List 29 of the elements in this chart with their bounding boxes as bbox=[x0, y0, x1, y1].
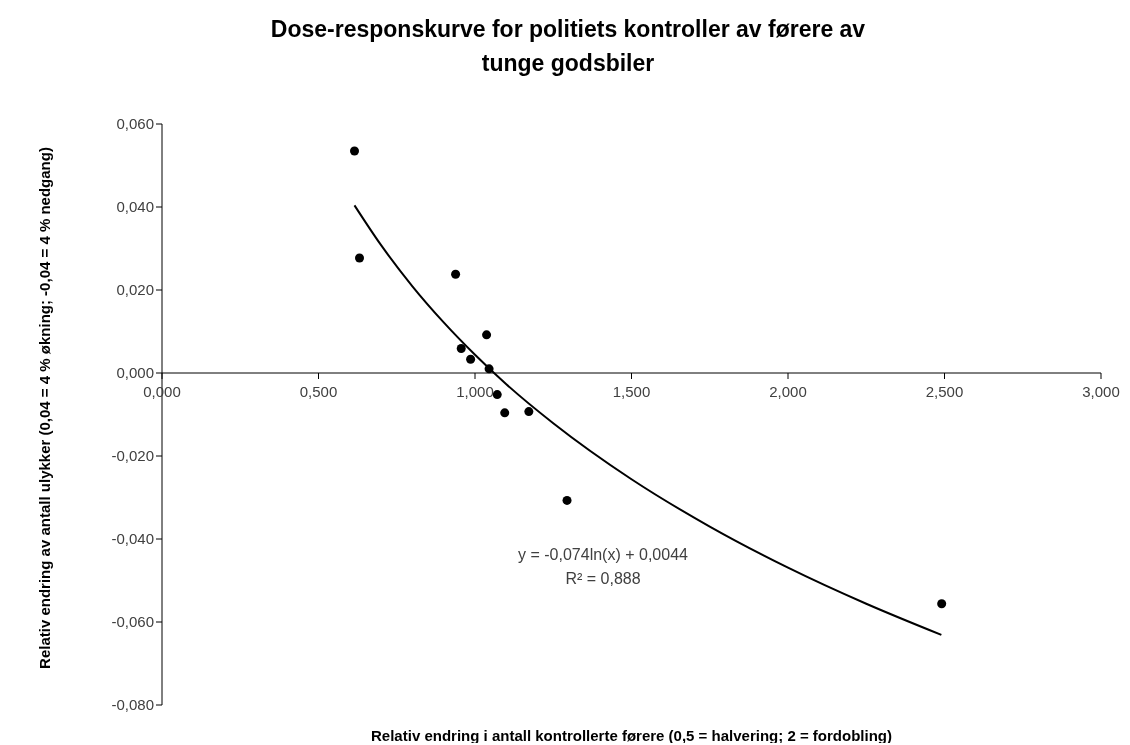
point bbox=[482, 330, 492, 340]
x-tick-label: 1,000 bbox=[456, 383, 494, 400]
x-tick-label: 2,500 bbox=[925, 383, 964, 400]
y-tick-label: 0,040 bbox=[116, 198, 154, 216]
y-tick-label: -0,040 bbox=[111, 530, 154, 548]
x-tick-label: 1,500 bbox=[612, 383, 651, 400]
chart-title: Dose-responskurve for politiets kontroller av førere av tunge godsbiler bbox=[270, 16, 866, 76]
annotation: R² = 0,888 bbox=[565, 570, 641, 587]
x-tick-label: 2,000 bbox=[769, 383, 807, 400]
point bbox=[484, 364, 494, 374]
point bbox=[524, 407, 534, 417]
y-tick-label: 0,020 bbox=[116, 281, 154, 299]
point bbox=[451, 269, 461, 279]
x-tick-label: 0,500 bbox=[299, 383, 338, 400]
y-tick-label: -0,020 bbox=[111, 447, 154, 465]
y-tick-label: -0,080 bbox=[111, 696, 154, 714]
y-tick-label: -0,060 bbox=[111, 613, 154, 631]
point bbox=[500, 408, 510, 418]
y-tick-label: 0,060 bbox=[116, 115, 154, 133]
point bbox=[466, 354, 476, 364]
point bbox=[456, 344, 466, 354]
point bbox=[349, 146, 360, 156]
point bbox=[937, 599, 947, 609]
x-tick-label: 3,000 bbox=[1082, 383, 1120, 400]
y-tick-label: 0,000 bbox=[116, 364, 154, 382]
point bbox=[354, 253, 365, 263]
annotation: y = -0,074ln(x) + 0,0044 bbox=[518, 546, 689, 563]
point bbox=[562, 495, 572, 505]
y-axis-title: Relativ endring av antall ulykker (0,04 = 4 % økning; -0,04 = 4 % nedgang) bbox=[36, 147, 53, 669]
